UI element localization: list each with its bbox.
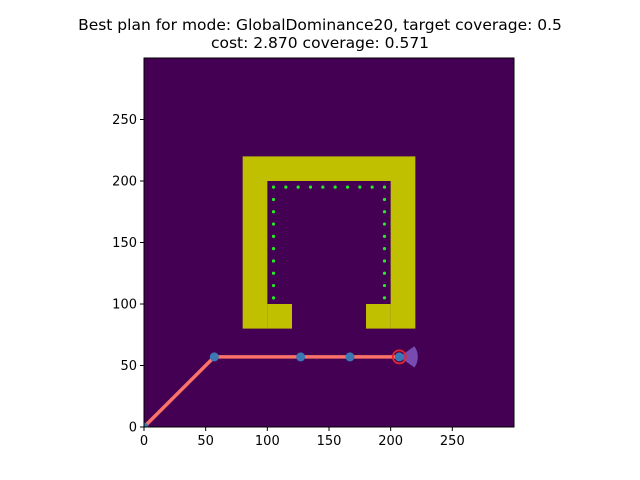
target-point-22 bbox=[382, 259, 387, 263]
target-point-5 bbox=[333, 185, 337, 189]
target-point-17 bbox=[271, 210, 276, 214]
target-point-9 bbox=[382, 185, 387, 189]
chart-title-line-1: Best plan for mode: GlobalDominance20, t… bbox=[78, 16, 562, 34]
target-point-15 bbox=[271, 234, 276, 238]
y-tick-label-1: 50 bbox=[120, 359, 137, 374]
y-tick-label-4: 200 bbox=[112, 175, 137, 190]
waypoint-0 bbox=[144, 422, 149, 427]
target-point-3 bbox=[308, 185, 313, 189]
target-point-16 bbox=[271, 222, 276, 226]
target-point-6 bbox=[345, 185, 350, 189]
target-point-20 bbox=[382, 283, 387, 288]
target-point-2 bbox=[296, 185, 300, 189]
obstacle-block-0 bbox=[242, 156, 416, 181]
target-point-10 bbox=[271, 296, 276, 300]
target-point-4 bbox=[321, 185, 325, 189]
axes: 0 50 100 150 200 250 0 50 100 150 200 250 bbox=[112, 57, 515, 449]
x-tick-label-2: 100 bbox=[255, 434, 280, 449]
sensor-wedge bbox=[399, 346, 418, 368]
y-tick-label-0: 0 bbox=[129, 421, 137, 436]
target-point-21 bbox=[382, 271, 387, 275]
x-tick-label-4: 200 bbox=[378, 434, 403, 449]
y-tick-label-3: 150 bbox=[112, 236, 137, 251]
target-point-7 bbox=[358, 185, 362, 189]
target-point-18 bbox=[271, 197, 276, 202]
x-tick-label-5: 250 bbox=[440, 434, 465, 449]
x-tick-label-1: 50 bbox=[197, 434, 214, 449]
x-tick-label-0: 0 bbox=[140, 434, 148, 449]
target-point-24 bbox=[382, 234, 387, 238]
x-tick-label-3: 150 bbox=[317, 434, 342, 449]
y-tick-label-5: 250 bbox=[112, 113, 137, 128]
obstacle-block-3 bbox=[267, 304, 292, 329]
target-point-1 bbox=[284, 185, 288, 189]
target-point-13 bbox=[271, 259, 276, 263]
chart-subtitle-line-2: cost: 2.870 coverage: 0.571 bbox=[210, 34, 430, 52]
obstacle-block-2 bbox=[390, 181, 416, 329]
target-point-8 bbox=[370, 185, 374, 189]
waypoint-1 bbox=[209, 352, 219, 362]
target-point-0 bbox=[271, 185, 276, 189]
target-point-11 bbox=[271, 283, 276, 288]
target-point-19 bbox=[382, 296, 387, 300]
waypoint-4 bbox=[394, 352, 404, 362]
target-point-26 bbox=[382, 210, 387, 214]
target-point-27 bbox=[382, 197, 387, 202]
target-point-12 bbox=[271, 271, 276, 275]
target-point-14 bbox=[271, 247, 276, 251]
waypoint-2 bbox=[296, 352, 306, 362]
obstacle-block-4 bbox=[366, 304, 391, 329]
target-point-25 bbox=[382, 222, 387, 226]
end-point-marker bbox=[391, 349, 407, 365]
plot-area bbox=[144, 58, 514, 427]
obstacle-block-1 bbox=[242, 181, 268, 329]
waypoint-3 bbox=[345, 352, 355, 362]
y-tick-label-2: 100 bbox=[112, 298, 137, 313]
path-layer bbox=[144, 346, 418, 427]
target-point-23 bbox=[382, 247, 387, 251]
